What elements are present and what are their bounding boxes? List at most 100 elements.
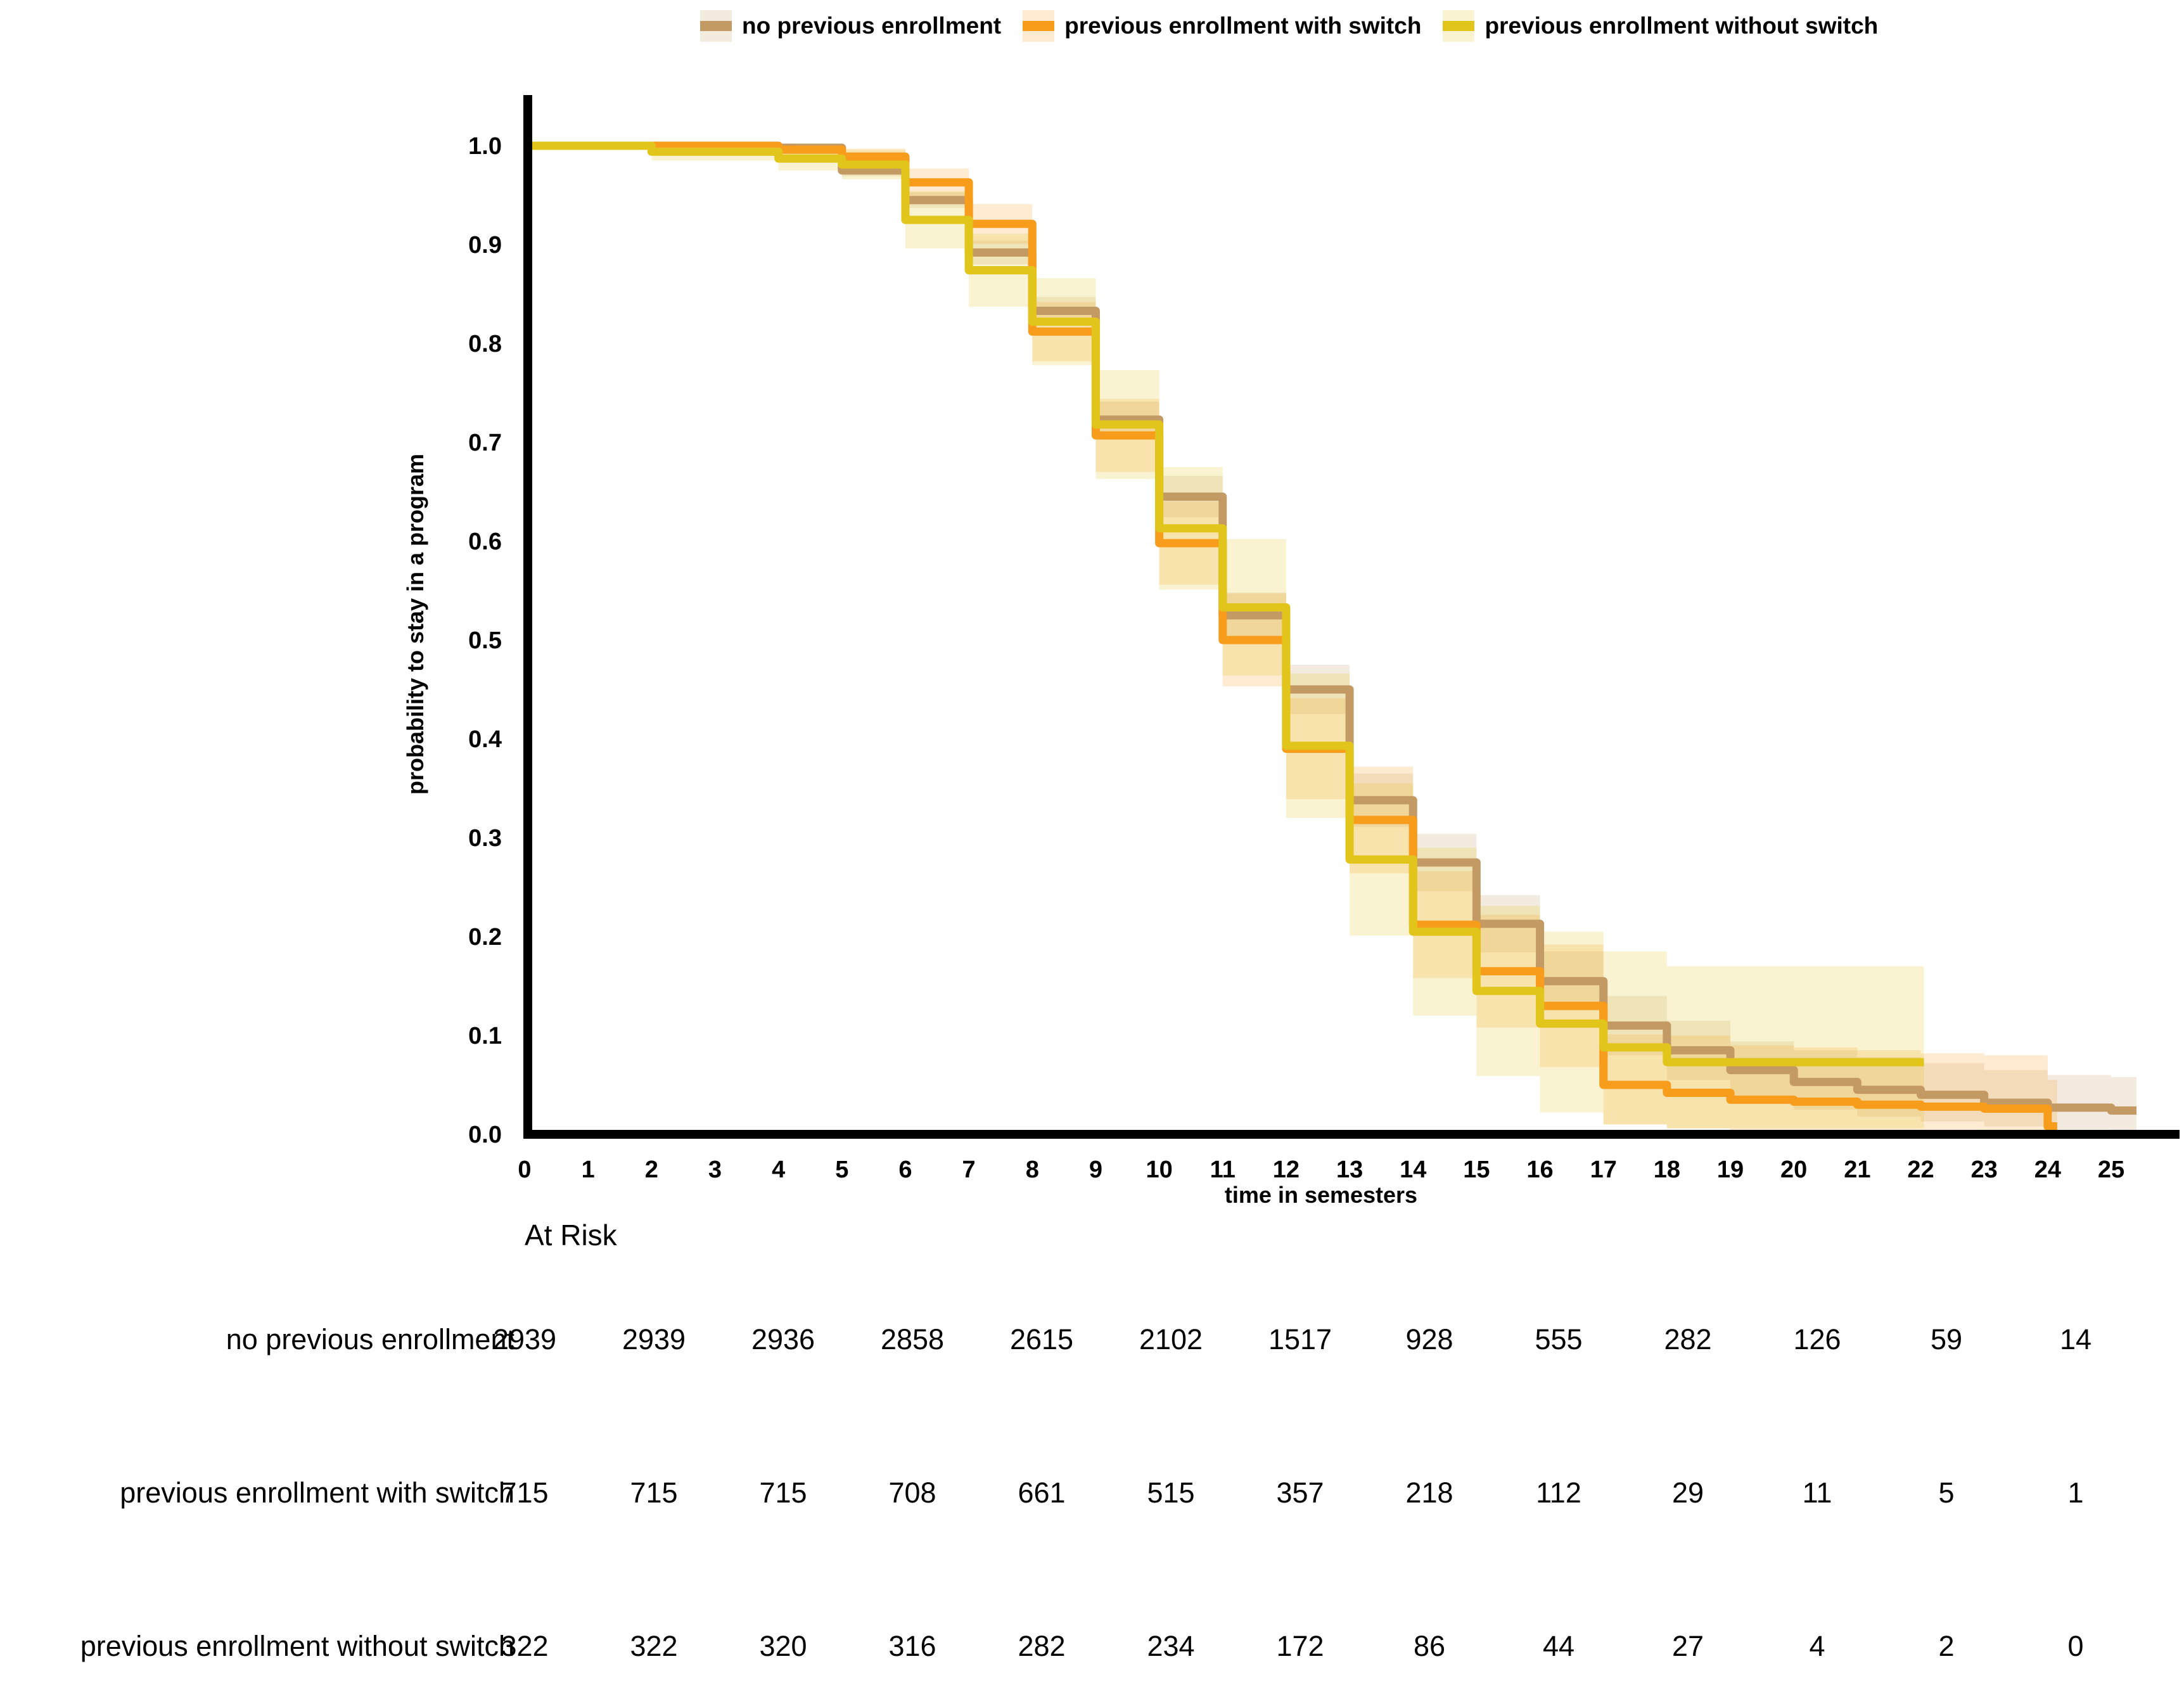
x-tick-label: 20 [1780, 1156, 1807, 1183]
x-tick-label: 17 [1590, 1156, 1617, 1183]
x-tick-label: 18 [1654, 1156, 1680, 1183]
axes [523, 95, 2180, 1139]
at-risk-count: 2936 [751, 1323, 815, 1355]
at-risk-count: 2939 [622, 1323, 686, 1355]
y-tick-label: 0.6 [468, 529, 502, 555]
x-axis-title: time in semesters [1225, 1182, 1417, 1208]
x-tick-label: 9 [1089, 1156, 1102, 1183]
at-risk-count: 5 [1938, 1477, 1955, 1509]
x-axis-line [523, 1130, 2180, 1139]
y-tick-label: 0.8 [468, 331, 502, 357]
at-risk-count: 282 [1018, 1630, 1066, 1662]
at-risk-count: 11 [1802, 1477, 1832, 1509]
at-risk-count: 1517 [1268, 1323, 1332, 1355]
at-risk-count: 218 [1405, 1477, 1453, 1509]
x-tick-label: 6 [898, 1156, 912, 1183]
y-tick-label: 0.3 [468, 825, 502, 852]
at-risk-count: 322 [630, 1630, 678, 1662]
at-risk-count: 282 [1664, 1323, 1712, 1355]
at-risk-count: 112 [1536, 1477, 1581, 1509]
x-tick-label: 14 [1400, 1156, 1426, 1183]
survival-curve-series-0 [525, 141, 2137, 1115]
at-risk-count: 234 [1147, 1630, 1195, 1662]
x-tick-label: 15 [1463, 1156, 1490, 1183]
at-risk-title: At Risk [525, 1219, 617, 1252]
y-tick-label: 0.5 [468, 627, 502, 654]
survival-curves [525, 141, 2137, 1131]
legend-line-swatch [1443, 21, 1475, 31]
x-tick-label: 10 [1146, 1156, 1172, 1183]
survival-curve-series-2 [525, 141, 1924, 1067]
x-tick-label: 19 [1717, 1156, 1744, 1183]
legend-label: no previous enrollment [742, 13, 1002, 39]
x-tick-label: 3 [708, 1156, 722, 1183]
y-tick-label: 0.2 [468, 924, 502, 951]
at-risk-count: 59 [1930, 1323, 1963, 1355]
x-tick-label: 0 [518, 1156, 531, 1183]
y-tick-label: 0.1 [468, 1023, 502, 1049]
at-risk-count: 715 [759, 1477, 807, 1509]
legend-item-1: previous enrollment with switch [1023, 10, 1421, 42]
confidence-bands [525, 146, 2137, 1134]
at-risk-count: 357 [1276, 1477, 1324, 1509]
legend-key-icon [1443, 10, 1475, 42]
at-risk-count: 2615 [1009, 1323, 1074, 1355]
x-tick-label: 1 [582, 1156, 595, 1183]
legend-key-icon [1023, 10, 1055, 42]
at-risk-row-2: previous enrollment without switch 322 322… [0, 1630, 2184, 1668]
x-tick-label: 25 [2098, 1156, 2124, 1183]
x-tick-label: 5 [835, 1156, 848, 1183]
x-tick-label: 16 [1526, 1156, 1553, 1183]
x-tick-label: 11 [1210, 1156, 1236, 1183]
at-risk-count: 172 [1276, 1630, 1324, 1662]
x-tick-label: 22 [1907, 1156, 1934, 1183]
at-risk-count: 2858 [880, 1323, 945, 1355]
at-risk-count: 708 [888, 1477, 936, 1509]
x-tick-label: 2 [645, 1156, 658, 1183]
at-risk-count: 555 [1535, 1323, 1583, 1355]
at-risk-row-label: previous enrollment with switch [120, 1477, 514, 1509]
at-risk-count: 29 [1671, 1477, 1704, 1509]
at-risk-row-label: previous enrollment without switch [80, 1630, 514, 1662]
chart-legend: no previous enrollment previous enrollmen… [700, 10, 1878, 42]
y-axis-title: probability to stay in a program [402, 454, 428, 795]
x-tick-label: 4 [772, 1156, 785, 1183]
at-risk-count: 661 [1018, 1477, 1066, 1509]
at-risk-count: 126 [1793, 1323, 1841, 1355]
y-axis-line [523, 95, 532, 1139]
at-risk-count: 1 [2067, 1477, 2084, 1509]
x-tick-label: 23 [1971, 1156, 1998, 1183]
y-tick-label: 0.0 [468, 1122, 502, 1148]
at-risk-row-1: previous enrollment with switch 715 715 715… [0, 1477, 2184, 1515]
y-tick-label: 0.9 [468, 232, 502, 259]
x-tick-label: 7 [962, 1156, 976, 1183]
legend-line-swatch [700, 21, 732, 31]
x-tick-label: 12 [1273, 1156, 1300, 1183]
at-risk-count: 44 [1542, 1630, 1575, 1662]
legend-label: previous enrollment with switch [1064, 13, 1422, 39]
at-risk-count: 86 [1413, 1630, 1446, 1662]
legend-label: previous enrollment without switch [1485, 13, 1879, 39]
at-risk-count: 2 [1938, 1630, 1955, 1662]
x-tick-label: 24 [2034, 1156, 2061, 1183]
y-tick-label: 0.4 [468, 726, 502, 753]
y-tick-label: 1.0 [468, 133, 502, 160]
at-risk-count: 2939 [492, 1323, 557, 1355]
at-risk-count: 715 [630, 1477, 678, 1509]
at-risk-row-0: no previous enrollment 2939 2939 2936 2858 26… [0, 1323, 2184, 1361]
legend-item-2: previous enrollment without switch [1443, 10, 1878, 42]
legend-item-0: no previous enrollment [700, 10, 1001, 42]
x-tick-label: 21 [1844, 1156, 1870, 1183]
at-risk-count: 27 [1671, 1630, 1704, 1662]
x-tick-label: 8 [1026, 1156, 1039, 1183]
at-risk-count: 2102 [1139, 1323, 1203, 1355]
at-risk-count: 320 [759, 1630, 807, 1662]
y-tick-label: 0.7 [468, 430, 502, 456]
at-risk-count: 928 [1405, 1323, 1453, 1355]
at-risk-count: 715 [501, 1477, 549, 1509]
legend-line-swatch [1023, 21, 1055, 31]
at-risk-count: 515 [1147, 1477, 1195, 1509]
x-axis-tick-labels: 0 1 2 3 4 5 6 7 8 9 10 11 12 13 14 15 16 17 18 19 20 21 22 23 24… [518, 1156, 2124, 1183]
legend-key-icon [700, 10, 732, 42]
